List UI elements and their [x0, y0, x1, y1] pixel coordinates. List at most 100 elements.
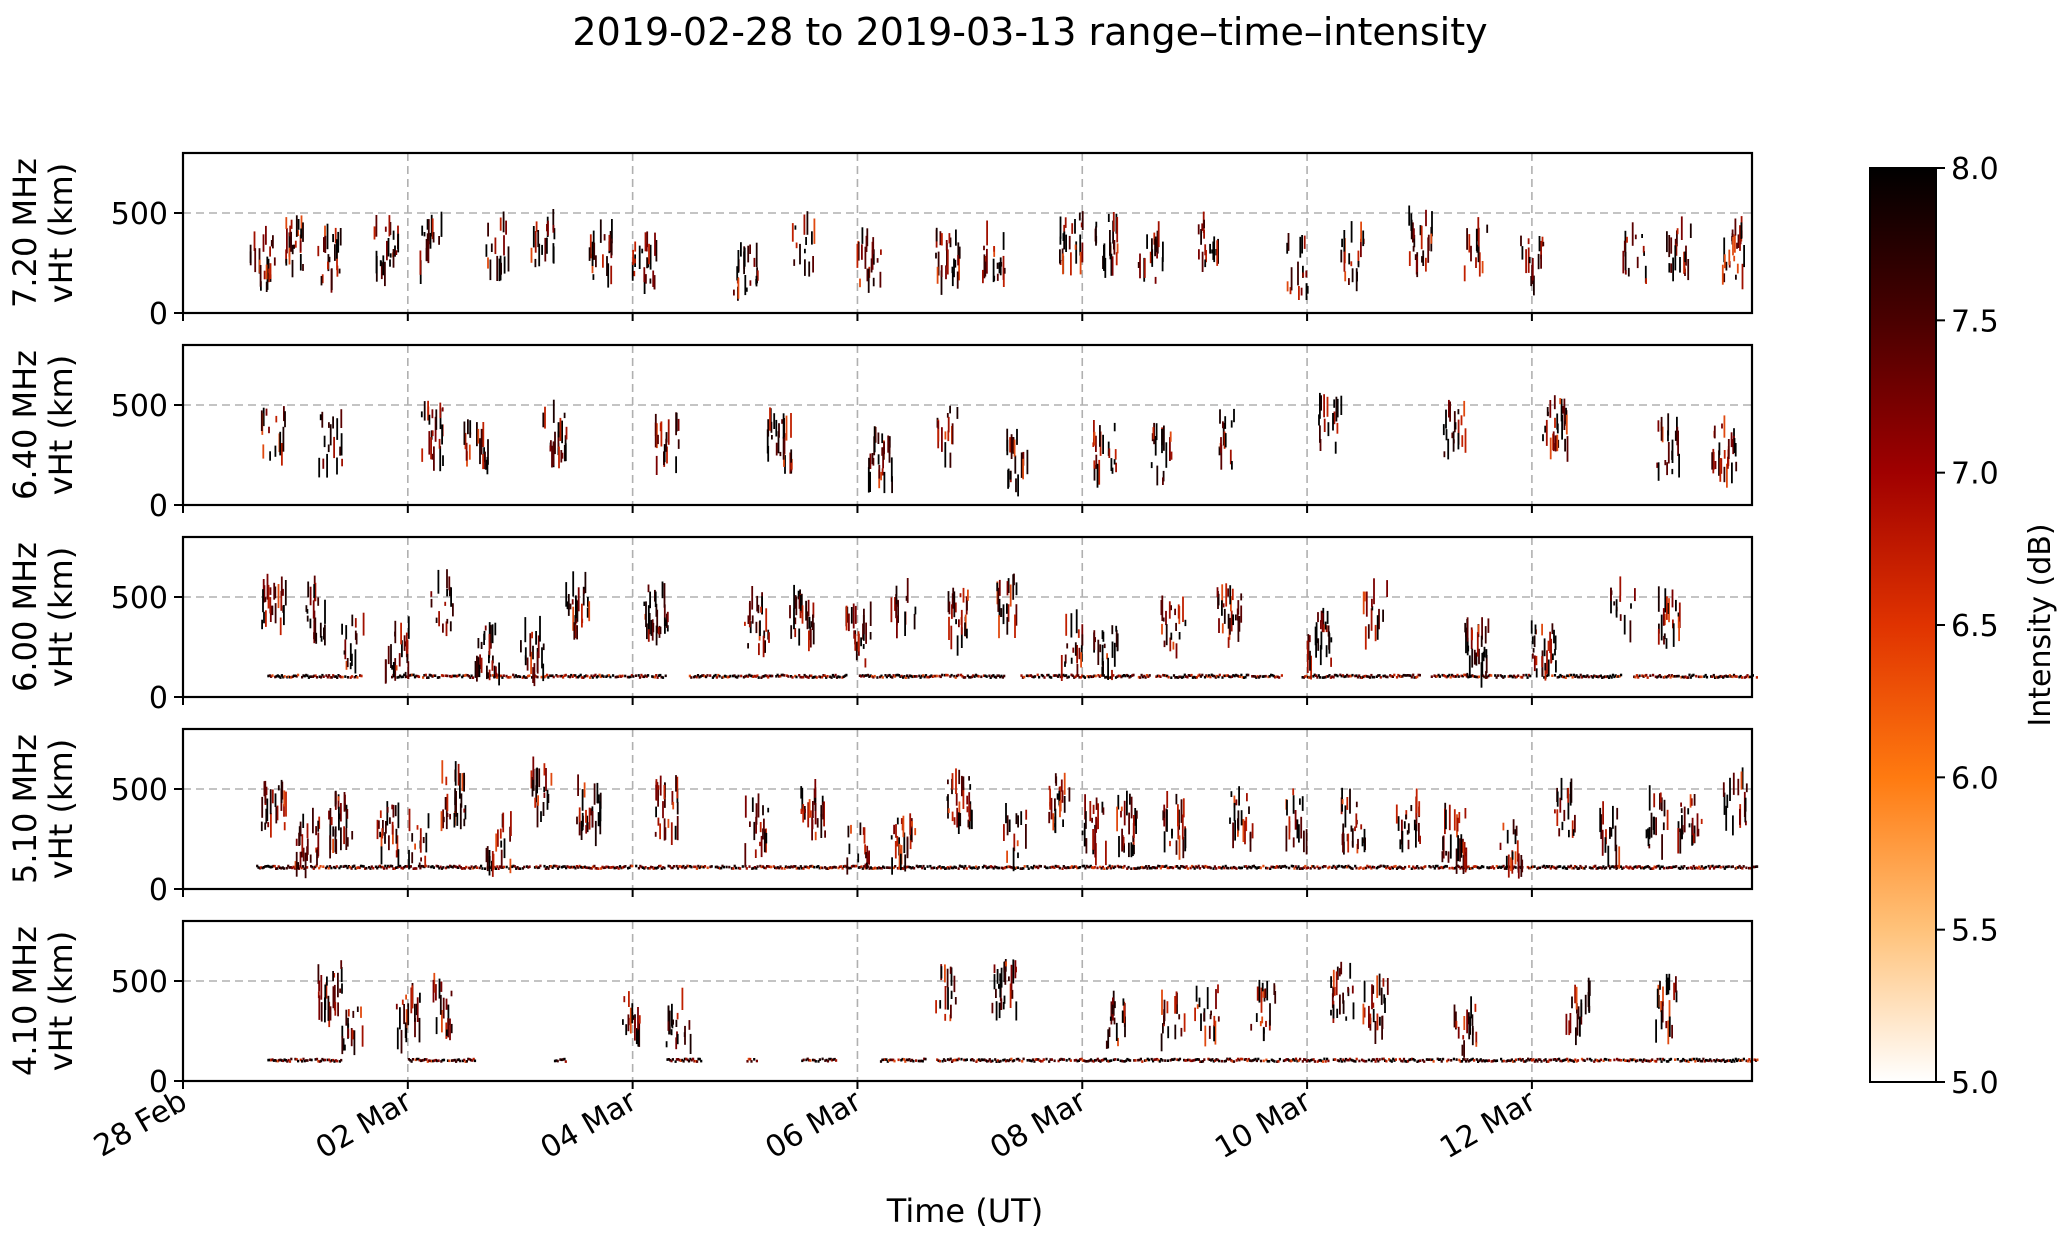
echo-point: [848, 843, 851, 855]
echo-point: [684, 1025, 686, 1045]
echo-point: [391, 821, 394, 835]
echo-point: [666, 611, 669, 623]
echo-point: [382, 820, 384, 836]
echo-point: [1004, 960, 1007, 985]
echo-point: [1174, 865, 1177, 868]
echo-point: [983, 864, 986, 868]
echo-point: [958, 769, 961, 785]
echo-point: [1245, 816, 1248, 832]
echo-point: [1391, 866, 1394, 870]
echo-point: [552, 224, 555, 233]
echo-point: [315, 864, 318, 868]
echo-point: [441, 1010, 443, 1033]
echo-point: [769, 674, 772, 678]
echo-point: [482, 454, 484, 470]
echo-point: [683, 866, 686, 870]
echo-point: [1618, 674, 1621, 678]
echo-point: [935, 674, 938, 678]
echo-point: [908, 866, 912, 869]
echo-point: [1210, 673, 1213, 677]
echo-point: [1093, 630, 1096, 650]
echo-point: [1547, 1060, 1550, 1063]
echo-point: [1361, 1058, 1364, 1062]
echo-point: [1220, 867, 1223, 870]
echo-point: [993, 865, 997, 869]
echo-point: [392, 867, 395, 870]
echo-point: [1562, 406, 1564, 414]
echo-point: [703, 865, 707, 868]
echo-point: [1463, 400, 1466, 417]
echo-point: [656, 676, 659, 679]
echo-point: [953, 591, 956, 618]
echo-point: [982, 1058, 985, 1062]
echo-point: [1100, 674, 1103, 677]
echo-point: [666, 625, 669, 632]
echo-point: [1714, 461, 1717, 470]
echo-point: [1624, 251, 1627, 271]
echo-point: [1445, 429, 1448, 441]
echo-point: [467, 866, 470, 870]
echo-point: [1117, 1037, 1119, 1047]
echo-point: [1745, 675, 1748, 679]
echo-point: [1715, 1058, 1718, 1062]
echo-point: [621, 866, 624, 869]
echo-point: [947, 416, 950, 433]
echo-point: [1107, 1060, 1110, 1063]
echo-point: [1054, 808, 1057, 834]
echo-point: [992, 867, 995, 870]
echo-point: [1198, 867, 1202, 870]
echo-point: [473, 866, 476, 869]
echo-point: [1229, 675, 1232, 679]
echo-point: [1391, 675, 1394, 678]
echo-point: [1110, 1001, 1113, 1025]
echo-point: [272, 864, 275, 868]
echo-point: [1533, 275, 1535, 296]
echo-point: [906, 674, 909, 677]
echo-point: [582, 676, 585, 679]
echo-point: [1425, 1058, 1428, 1061]
echo-point: [488, 622, 491, 643]
echo-point: [343, 792, 346, 812]
echo-point: [411, 985, 414, 1009]
echo-point: [375, 215, 378, 237]
echo-point: [1128, 676, 1131, 679]
echo-point: [986, 220, 988, 246]
echo-point: [290, 676, 293, 679]
echo-point: [1333, 673, 1336, 677]
echo-point: [1194, 865, 1198, 868]
echo-point: [753, 674, 756, 678]
echo-point: [551, 674, 554, 677]
echo-point: [1065, 234, 1067, 252]
echo-point: [1093, 420, 1095, 443]
echo-point: [1155, 423, 1158, 441]
echo-point: [341, 623, 343, 635]
echo-point: [316, 849, 318, 866]
echo-point: [1010, 964, 1013, 991]
echo-point: [1566, 436, 1569, 462]
echo-point: [762, 828, 764, 840]
echo-point: [1446, 674, 1450, 678]
echo-point: [659, 823, 661, 840]
echo-point: [1351, 673, 1354, 677]
echo-point: [1022, 1057, 1025, 1061]
echo-point: [1625, 865, 1628, 868]
echo-point: [814, 779, 817, 802]
echo-point: [461, 867, 464, 870]
echo-point: [1683, 806, 1686, 833]
echo-point: [1428, 865, 1431, 868]
echo-point: [645, 274, 647, 284]
echo-point: [1471, 866, 1474, 870]
echo-point: [1286, 1058, 1290, 1061]
echo-point: [1653, 865, 1656, 869]
echo-point: [1668, 235, 1671, 258]
echo-point: [1025, 674, 1028, 677]
echo-point: [663, 604, 666, 626]
echo-point: [813, 218, 816, 244]
echo-point: [900, 674, 903, 678]
echo-point: [301, 865, 305, 868]
echo-point: [309, 854, 312, 863]
echo-point: [1681, 829, 1683, 839]
echo-point: [768, 865, 771, 869]
echo-point: [859, 822, 862, 836]
echo-point: [1399, 675, 1403, 678]
